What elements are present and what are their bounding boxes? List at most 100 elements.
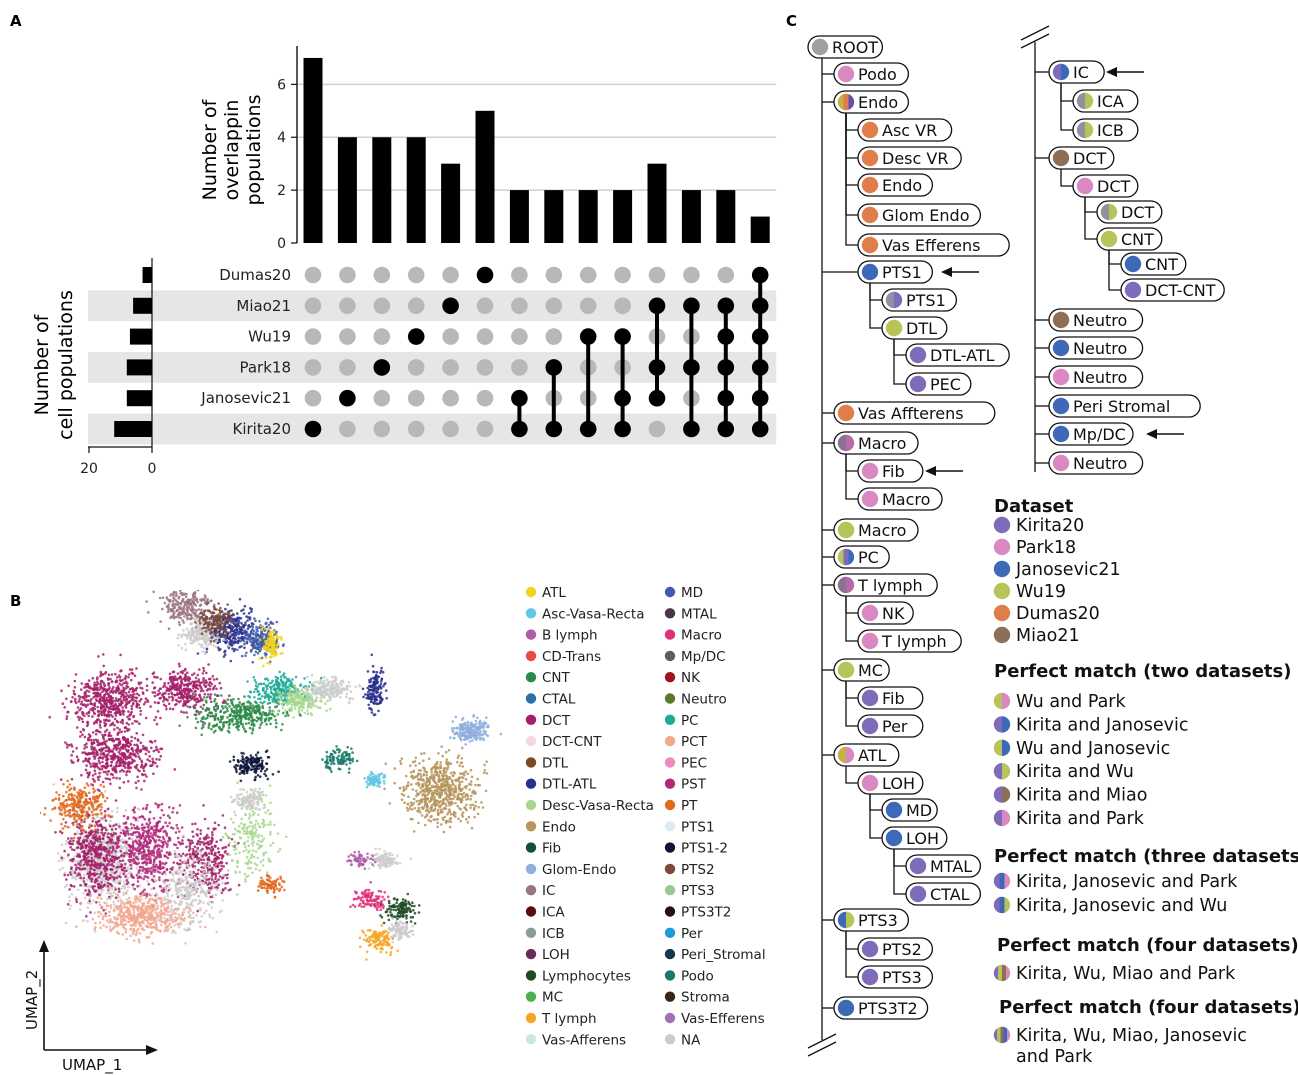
umap-point: [64, 814, 67, 817]
matrix-dot-empty: [373, 389, 391, 407]
umap-point: [80, 773, 83, 777]
umap-point: [101, 793, 105, 797]
umap-point: [73, 686, 77, 689]
umap-point: [147, 935, 151, 939]
umap-point: [179, 882, 182, 886]
umap-point: [129, 687, 132, 691]
umap-point: [202, 666, 205, 670]
umap-point: [120, 854, 123, 858]
umap-point: [236, 781, 239, 785]
umap-point: [96, 718, 99, 721]
umap-point: [110, 815, 114, 818]
umap-point: [63, 873, 66, 877]
umap-point: [86, 775, 90, 779]
umap-point: [100, 817, 104, 820]
umap-point: [238, 851, 241, 855]
umap-point: [90, 697, 93, 701]
umap-point: [203, 911, 206, 915]
umap-point: [114, 697, 118, 700]
umap-point: [98, 748, 101, 752]
umap-point: [74, 875, 78, 879]
umap-point: [158, 914, 162, 917]
umap-point: [266, 809, 270, 812]
umap-point: [276, 832, 280, 835]
umap-point: [164, 925, 168, 929]
umap-point: [96, 682, 100, 685]
umap-point: [149, 705, 152, 708]
umap-point: [101, 863, 105, 866]
umap-point: [90, 811, 94, 814]
umap-point: [157, 911, 160, 914]
umap-point: [158, 850, 161, 854]
umap-point: [177, 925, 181, 929]
umap-point: [122, 769, 125, 773]
umap-point: [111, 859, 114, 862]
umap-point: [186, 671, 189, 674]
umap-point: [130, 739, 133, 743]
matrix-dot-filled: [614, 328, 631, 345]
umap-point: [246, 861, 250, 865]
umap-point: [132, 908, 135, 911]
umap-point: [60, 809, 63, 812]
umap-point: [179, 889, 183, 892]
umap-point: [220, 694, 223, 697]
umap-point: [168, 672, 172, 676]
umap-point: [49, 819, 52, 822]
umap-point: [144, 896, 148, 900]
umap-point: [74, 868, 78, 871]
matrix-dot-empty: [511, 328, 528, 345]
umap-point: [249, 866, 252, 870]
umap-point: [109, 882, 112, 886]
umap-point: [129, 905, 133, 908]
umap-point: [194, 822, 197, 825]
umap-point: [251, 841, 254, 845]
set-size-bar: [129, 328, 152, 345]
umap-point: [187, 838, 190, 842]
umap-point: [105, 875, 109, 879]
umap-point: [109, 867, 113, 871]
umap-point: [107, 836, 110, 839]
umap-point: [127, 896, 131, 900]
matrix-dot-empty: [545, 328, 563, 345]
umap-point: [105, 866, 108, 870]
umap-point: [68, 907, 72, 911]
umap-point: [121, 701, 124, 705]
umap-point: [102, 664, 105, 668]
umap-point: [76, 726, 79, 729]
umap-point: [87, 757, 90, 761]
umap-point: [99, 707, 103, 710]
umap-point: [217, 862, 220, 865]
umap-point: [89, 837, 92, 841]
umap-point: [199, 681, 202, 685]
umap-point: [105, 765, 108, 769]
matrix-dot-empty: [648, 266, 666, 284]
umap-point: [109, 904, 113, 907]
panel-letter-b: B: [10, 592, 21, 610]
umap-point: [135, 696, 139, 700]
umap-point: [220, 861, 224, 864]
umap-point: [52, 798, 55, 802]
matrix-dot-filled: [717, 420, 735, 438]
umap-point: [85, 682, 89, 686]
umap-point: [198, 693, 201, 697]
umap-point: [141, 691, 145, 694]
umap-point: [118, 896, 121, 899]
intersection-bar: [544, 190, 564, 243]
umap-point: [73, 794, 76, 797]
umap-point: [110, 757, 113, 760]
umap-point: [136, 835, 139, 839]
umap-point: [101, 879, 105, 882]
umap-point: [63, 706, 66, 709]
umap-point: [159, 918, 163, 922]
umap-point: [260, 834, 264, 838]
umap-point: [219, 890, 223, 893]
umap-point: [64, 821, 68, 824]
umap-point: [248, 831, 252, 835]
umap-point: [182, 879, 185, 883]
umap-point: [117, 698, 120, 701]
umap-point: [98, 921, 102, 924]
umap-point: [125, 851, 128, 855]
umap-point: [251, 827, 255, 830]
umap-point: [172, 678, 176, 681]
umap-point: [165, 868, 169, 872]
